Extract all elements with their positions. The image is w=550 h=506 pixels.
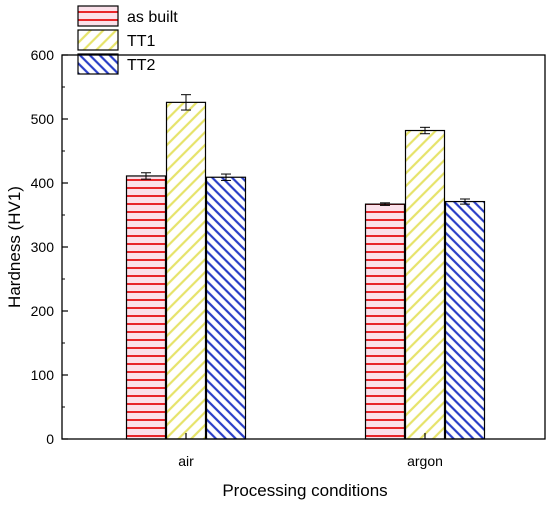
legend-swatch-TT2	[77, 53, 119, 75]
legend-swatch-TT1	[77, 29, 119, 51]
y-tick-label: 200	[31, 303, 55, 319]
axes-layer: 0 100 200 300 400 500 600 air argon	[31, 47, 546, 469]
error-bars-layer	[141, 94, 470, 206]
y-axis-title: Hardness (HV1)	[5, 186, 24, 308]
bars-layer	[125, 101, 486, 440]
legend-label: TT1	[127, 33, 156, 50]
y-tick-label: 0	[46, 431, 54, 447]
legend-swatch-as-built	[77, 5, 119, 27]
x-axis-title: Processing conditions	[222, 481, 387, 500]
legend-label: as built	[127, 9, 178, 26]
y-tick-label: 100	[31, 367, 55, 383]
y-tick-label: 400	[31, 175, 55, 191]
legend: as built TT1 TT2	[77, 5, 178, 75]
y-tick-label: 300	[31, 239, 55, 255]
x-tick-label: air	[178, 453, 194, 469]
bar-as-built-argon	[364, 203, 406, 440]
x-tick-label: argon	[407, 453, 443, 469]
y-tick-label: 600	[31, 47, 55, 63]
bar-TT2-air	[205, 176, 247, 440]
bar-TT1-argon	[404, 129, 446, 440]
bar-as-built-air	[125, 175, 167, 440]
bar-TT2-argon	[444, 200, 486, 440]
y-tick-label: 500	[31, 111, 55, 127]
legend-label: TT2	[127, 57, 156, 74]
bar-TT1-air	[165, 101, 207, 440]
